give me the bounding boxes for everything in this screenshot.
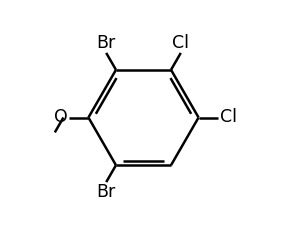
Text: Cl: Cl	[220, 109, 237, 126]
Text: Br: Br	[97, 183, 116, 201]
Text: Br: Br	[97, 34, 116, 52]
Text: O: O	[54, 109, 67, 126]
Text: Cl: Cl	[172, 34, 189, 52]
